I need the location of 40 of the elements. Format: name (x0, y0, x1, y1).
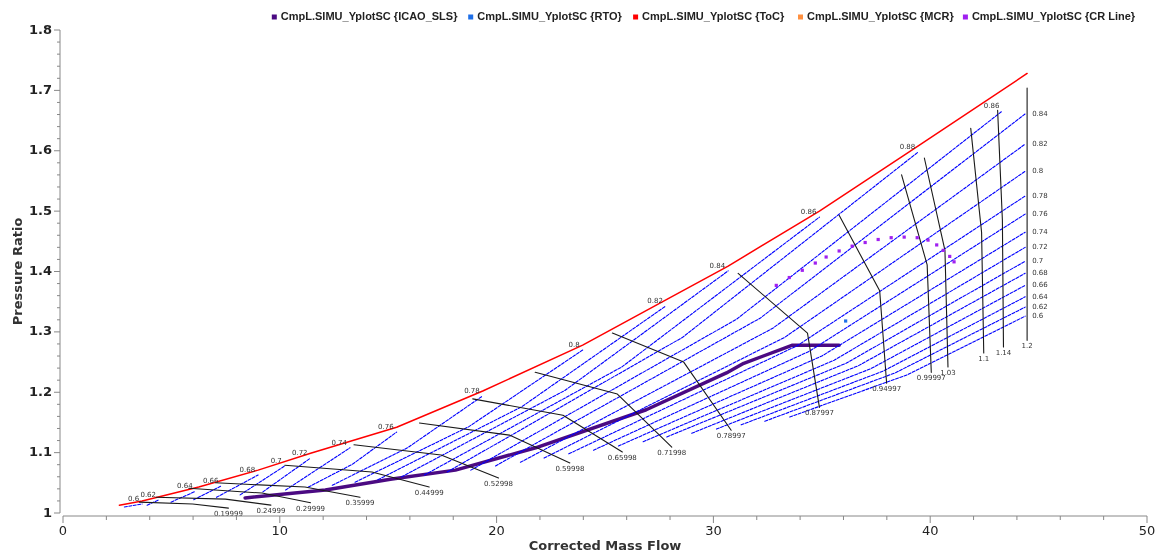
point (902, 235, 906, 239)
x-tick-label: 50 (1138, 523, 1156, 538)
x-tick-label: 20 (488, 523, 505, 538)
x-tick-label: 40 (921, 523, 939, 538)
y-tick-label: 1.4 (28, 263, 52, 278)
y-tick-label: 1.1 (28, 444, 52, 460)
y-tick-label: 1.5 (28, 202, 52, 218)
x-tick-label: 0 (58, 523, 68, 538)
point (926, 238, 930, 242)
point (837, 249, 841, 253)
legend-label: CmpL.SIMU_YplotSC {ICAO_SLS} (280, 9, 459, 22)
y-tick-label: 1 (42, 504, 52, 520)
y-tick-label: 1.7 (28, 81, 52, 97)
point (850, 244, 854, 248)
point (824, 255, 828, 259)
y-tick-label: 1.3 (28, 323, 52, 339)
y-tick-label: 1.6 (28, 142, 52, 158)
y-tick-label: 1.8 (28, 21, 52, 37)
x-axis-title: Corrected Mass Flow (528, 538, 682, 553)
point (915, 236, 919, 240)
point (863, 240, 867, 245)
point (813, 261, 817, 265)
point (948, 254, 952, 259)
point (800, 268, 804, 272)
point (941, 248, 945, 252)
y-axis-title: Pressure Ratio (10, 217, 25, 326)
point (774, 283, 778, 287)
point (876, 237, 880, 242)
x-tick-label: 30 (705, 523, 722, 538)
legend-label: CmpL.SIMU_YplotSC {CR Line} (971, 9, 1136, 22)
point (889, 236, 893, 240)
point (935, 243, 939, 247)
point (787, 275, 791, 280)
point (844, 319, 848, 323)
point (952, 260, 956, 264)
x-tick-label: 10 (271, 523, 289, 538)
y-tick-label: 1.2 (28, 383, 52, 399)
legend-label: CmpL.SIMU_YplotSC {RTO} (477, 9, 623, 22)
legend-label: CmpL.SIMU_YplotSC {ToC} (642, 9, 786, 22)
legend-label: CmpL.SIMU_YplotSC {MCR} (807, 9, 955, 22)
